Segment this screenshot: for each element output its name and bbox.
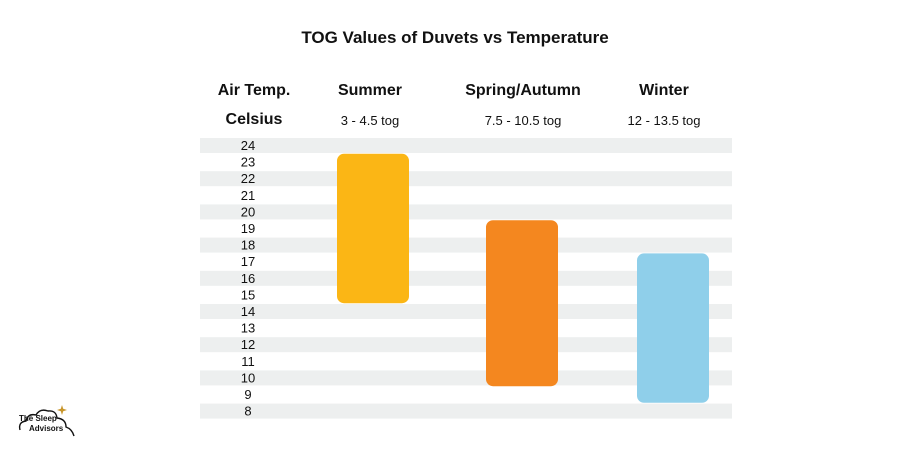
logo-text-line2: Advisors — [29, 424, 64, 433]
y-tick-label-11: 11 — [241, 354, 255, 369]
tog-range-winter: 12 - 13.5 tog — [627, 113, 701, 128]
grid-band — [200, 403, 732, 419]
bar-spring-autumn — [486, 220, 558, 387]
y-tick-label-19: 19 — [241, 221, 255, 236]
grid-band — [200, 337, 732, 353]
season-header-summer: Summer — [337, 82, 403, 99]
y-tick-label-9: 9 — [244, 387, 251, 402]
bar-winter — [637, 253, 709, 403]
y-tick-label-8: 8 — [244, 404, 251, 419]
grid-band — [200, 204, 732, 220]
season-header-winter: Winter — [639, 82, 689, 99]
y-tick-label-17: 17 — [241, 254, 255, 269]
grid-band — [200, 370, 732, 386]
y-tick-label-18: 18 — [241, 238, 255, 253]
grid-band — [200, 237, 732, 253]
tog-range-spring-autumn: 7.5 - 10.5 tog — [484, 113, 562, 128]
y-tick-label-22: 22 — [241, 171, 255, 186]
y-tick-label-13: 13 — [241, 321, 255, 336]
grid-band — [200, 304, 732, 319]
grid-band — [200, 171, 732, 187]
y-tick-label-21: 21 — [241, 188, 255, 203]
y-axis-label-line2: Celsius — [225, 111, 283, 128]
y-tick-label-12: 12 — [241, 337, 255, 352]
y-tick-label-16: 16 — [241, 271, 255, 286]
y-tick-label-14: 14 — [241, 304, 255, 319]
y-tick-label-23: 23 — [241, 155, 255, 170]
sleep-advisors-logo-text: The Sleep Advisors — [19, 414, 63, 434]
chart-title: TOG Values of Duvets vs Temperature — [301, 28, 609, 47]
y-tick-label-24: 24 — [241, 138, 255, 153]
y-tick-label-15: 15 — [241, 287, 255, 302]
logo-text-line1: The Sleep — [19, 414, 57, 423]
y-axis-label-line1: Air Temp. — [217, 82, 291, 99]
season-header-spring-autumn: Spring/Autumn — [465, 82, 581, 99]
grid-band — [200, 138, 732, 153]
y-tick-label-10: 10 — [241, 370, 255, 385]
grid-band — [200, 270, 732, 286]
sleep-advisors-cloud-logo — [18, 405, 75, 437]
y-tick-label-20: 20 — [241, 204, 255, 219]
tog-range-summer: 3 - 4.5 tog — [340, 113, 400, 128]
bar-summer — [337, 153, 409, 304]
